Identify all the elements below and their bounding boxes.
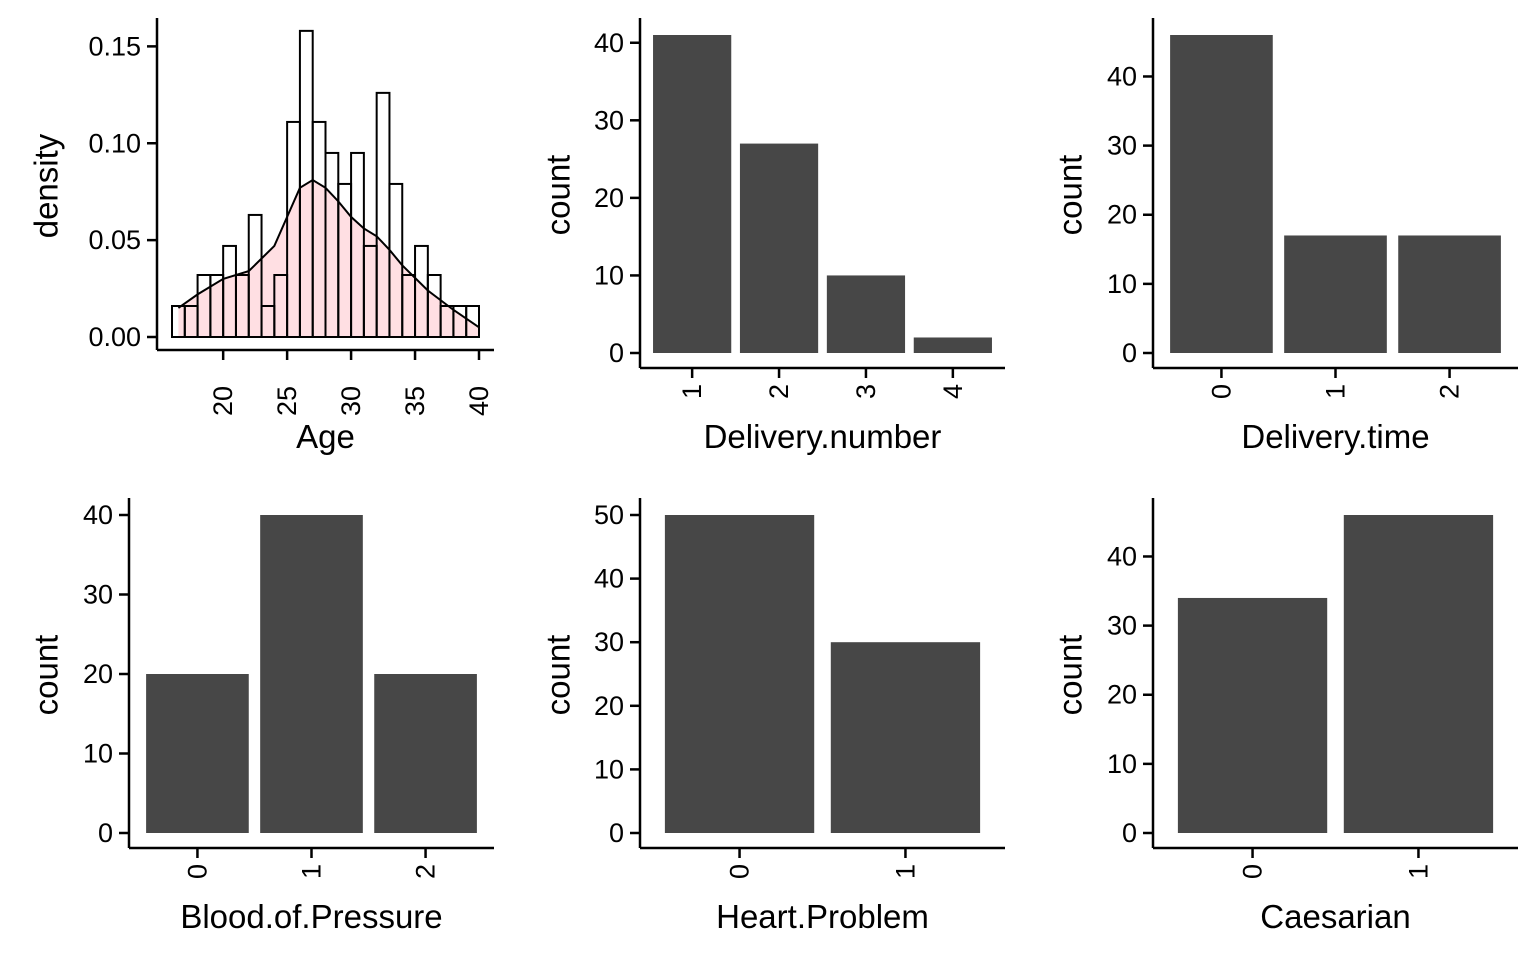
panel-blood-of-pressure: 0 10 20 30 40 count Blood.of.Pressure 0 1 2 — [28, 498, 494, 935]
panel-caesarian: 0 10 20 30 40 count Caesarian 0 1 — [1052, 498, 1518, 935]
y-tick-label: 30 — [594, 105, 624, 135]
bar-1 — [1343, 515, 1494, 833]
x-axis-title: Delivery.number — [704, 418, 942, 455]
x-axis-title: Delivery.time — [1241, 418, 1429, 455]
bar-0 — [1170, 35, 1273, 353]
x-tick-label: 0 — [1206, 384, 1236, 399]
y-tick-label: 10 — [594, 260, 624, 290]
density-line — [177, 178, 480, 329]
x-tick-label: 0 — [182, 864, 212, 879]
bar-0 — [146, 674, 249, 833]
x-tick-label: 35 — [400, 386, 430, 416]
x-tick-label: 20 — [208, 386, 238, 416]
x-tick-label: 0 — [725, 864, 755, 879]
bar-2 — [1398, 235, 1501, 353]
y-tick-label: 0 — [1122, 338, 1137, 368]
x-tick-label: 2 — [1435, 384, 1465, 399]
y-tick-label: 10 — [594, 754, 624, 784]
panel-delivery-time: 0 10 20 30 40 count Delivery.time 0 1 2 — [1052, 18, 1518, 455]
x-axis-title: Age — [296, 418, 355, 455]
y-tick-label: 10 — [1107, 269, 1137, 299]
y-tick-label: 0 — [609, 818, 624, 848]
histogram-bar — [247, 213, 263, 338]
y-tick-label: 10 — [1107, 749, 1137, 779]
y-axis-title: count — [1052, 635, 1089, 716]
panel-heart-problem: 0 10 20 30 40 50 count Heart.Problem 0 1 — [540, 498, 1005, 935]
x-tick-label: 30 — [336, 386, 366, 416]
bar-0 — [1177, 597, 1328, 833]
y-tick-label: 0.05 — [88, 225, 141, 255]
bar-2 — [739, 143, 819, 353]
y-tick-label: 30 — [83, 580, 113, 610]
density-area — [178, 180, 480, 337]
y-tick-label: 20 — [1107, 200, 1137, 230]
y-tick-label: 0.15 — [88, 31, 141, 61]
panel-delivery-number: 0 10 20 30 40 count Delivery.number 1 2 3 4 — [540, 18, 1005, 455]
y-axis-title: count — [28, 635, 65, 716]
bar-1 — [830, 642, 981, 833]
x-tick-label: 2 — [411, 864, 441, 879]
panel-age: 0.00 0.05 0.10 0.15 density Age 20 25 30 35 40 — [28, 18, 494, 455]
y-tick-label: 0 — [1122, 818, 1137, 848]
bar-2 — [374, 674, 477, 833]
x-axis-title: Heart.Problem — [716, 898, 929, 935]
x-axis-title: Blood.of.Pressure — [180, 898, 442, 935]
x-tick-label: 1 — [297, 864, 327, 879]
y-axis-title: count — [540, 155, 577, 236]
y-tick-label: 40 — [83, 500, 113, 530]
y-tick-label: 0.00 — [88, 322, 141, 352]
y-axis-title: density — [28, 133, 65, 238]
y-tick-label: 20 — [594, 691, 624, 721]
y-axis-title: count — [540, 635, 577, 716]
bar-3 — [826, 275, 906, 353]
y-tick-label: 30 — [594, 627, 624, 657]
x-tick-label: 1 — [890, 864, 920, 879]
y-tick-label: 0 — [609, 338, 624, 368]
x-tick-label: 3 — [851, 384, 881, 399]
x-tick-label: 2 — [764, 384, 794, 399]
x-tick-label: 1 — [1321, 384, 1351, 399]
y-tick-label: 30 — [1107, 611, 1137, 641]
y-axis-title: count — [1052, 155, 1089, 236]
bar-0 — [664, 515, 815, 833]
y-tick-label: 20 — [594, 183, 624, 213]
y-tick-label: 10 — [83, 739, 113, 769]
y-tick-label: 40 — [1107, 61, 1137, 91]
y-tick-label: 0.10 — [88, 128, 141, 158]
x-tick-label: 1 — [1403, 864, 1433, 879]
y-tick-label: 0 — [98, 818, 113, 848]
y-tick-label: 20 — [83, 659, 113, 689]
bar-1 — [1284, 235, 1387, 353]
bar-1 — [260, 515, 363, 833]
y-tick-label: 40 — [594, 28, 624, 58]
y-tick-label: 50 — [594, 500, 624, 530]
x-tick-label: 0 — [1238, 864, 1268, 879]
y-tick-label: 30 — [1107, 131, 1137, 161]
x-tick-label: 40 — [464, 386, 494, 416]
x-axis-title: Caesarian — [1260, 898, 1410, 935]
histogram-bar — [388, 182, 404, 338]
histogram-bar — [465, 305, 481, 338]
y-tick-label: 20 — [1107, 680, 1137, 710]
bar-1 — [653, 35, 732, 353]
x-tick-label: 25 — [272, 386, 302, 416]
y-tick-label: 40 — [1107, 541, 1137, 571]
bar-4 — [913, 337, 992, 353]
y-tick-label: 40 — [594, 564, 624, 594]
x-tick-label: 4 — [938, 384, 968, 399]
x-tick-label: 1 — [677, 384, 707, 399]
